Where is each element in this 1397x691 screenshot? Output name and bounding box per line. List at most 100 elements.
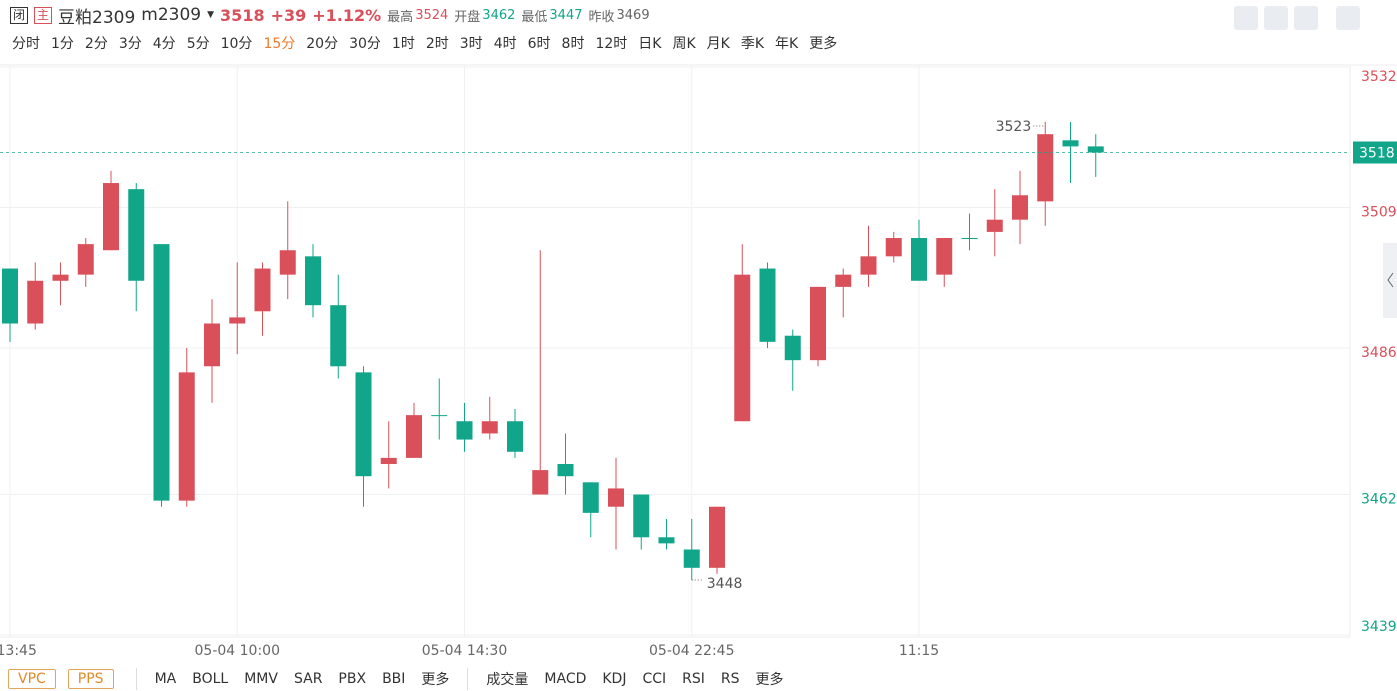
dropdown-icon[interactable]: ▼	[207, 10, 215, 20]
candle-body	[532, 470, 549, 495]
candle-body	[305, 256, 321, 306]
status-badge: 闭	[10, 6, 29, 24]
period-tab[interactable]: 分时	[12, 36, 40, 52]
period-tab[interactable]: 30分	[349, 36, 381, 52]
separator	[467, 667, 469, 690]
period-tab[interactable]: 20分	[306, 36, 339, 52]
period-tab[interactable]: 2时	[425, 36, 449, 52]
candle-body	[582, 482, 599, 513]
change-pct: +1.12%	[312, 5, 382, 25]
period-tab[interactable]: 3分	[118, 36, 142, 52]
period-tab[interactable]: 日K	[638, 36, 662, 52]
last-price: 3518	[220, 5, 265, 25]
period-tab[interactable]: 1分	[51, 36, 74, 52]
period-tab[interactable]: 1时	[391, 36, 415, 52]
indicator[interactable]: RS	[720, 670, 740, 687]
candle-body	[178, 372, 195, 501]
period-tab[interactable]: 5分	[186, 36, 210, 52]
indicator[interactable]: 更多	[755, 671, 784, 688]
candle-body	[633, 494, 650, 538]
x-tick-label: 8 13:45	[0, 643, 37, 659]
candle-body	[658, 537, 675, 544]
period-tab[interactable]: 季K	[740, 36, 765, 52]
y-tick-label: 3532	[1361, 69, 1397, 85]
y-tick-label: 3462	[1361, 492, 1397, 508]
period-tab[interactable]: 6时	[527, 36, 551, 52]
x-tick-label: 05-04 10:00	[195, 643, 280, 659]
candle-body	[709, 506, 725, 568]
value: 3447	[549, 7, 583, 23]
label: 最低	[521, 9, 548, 25]
candle-body	[103, 183, 119, 251]
fullscreen-button[interactable]	[1336, 6, 1360, 30]
candle-body	[254, 268, 271, 312]
indicator-bar: VPC PPS MA BOLL MMV SAR PBX BBI 更多 成交量 MACD KDJ CCI R…	[8, 666, 792, 691]
tool-button[interactable]	[1264, 6, 1288, 30]
candle-body	[961, 238, 978, 240]
period-tab[interactable]: 15分	[263, 36, 296, 52]
indicator[interactable]: MA	[154, 670, 177, 687]
candle-body	[481, 421, 498, 434]
separator	[135, 667, 137, 690]
candle-body	[810, 286, 826, 361]
toolbar	[1234, 6, 1360, 30]
period-tab[interactable]: 3时	[459, 36, 483, 52]
candle-body	[759, 268, 776, 342]
indicator[interactable]: SAR	[293, 670, 323, 687]
label: 最高	[387, 9, 414, 25]
indicator[interactable]: CCI	[642, 670, 667, 687]
period-tab[interactable]: 12时	[595, 36, 628, 52]
candle-body	[52, 274, 69, 281]
candle-body	[936, 238, 953, 275]
candle-body	[355, 372, 372, 477]
x-tick-label: 11:15	[899, 643, 939, 659]
y-tick-label: 3439	[1361, 619, 1397, 635]
candle-body	[330, 305, 347, 367]
y-tick-label: 3509	[1361, 204, 1397, 220]
contract-name[interactable]: 豆粕2309	[58, 7, 136, 28]
indicator[interactable]: RSI	[682, 670, 705, 687]
period-tab[interactable]: 8时	[561, 36, 585, 52]
tool-button[interactable]	[1294, 6, 1318, 30]
value: 3524	[415, 7, 449, 23]
candle-body	[406, 415, 422, 458]
period-tab[interactable]: 年K	[775, 36, 799, 52]
candle-body	[77, 244, 94, 275]
indicator[interactable]: MMV	[244, 670, 278, 687]
value: 3462	[482, 7, 516, 23]
period-tab[interactable]: 4分	[152, 36, 176, 52]
period-tab[interactable]: 2分	[84, 36, 108, 52]
max-label: 3523	[996, 119, 1032, 135]
candle-body	[128, 189, 145, 281]
period-tab[interactable]: 月K	[706, 36, 730, 52]
candle-body	[734, 274, 751, 422]
candle-body	[608, 488, 624, 507]
toggle-button[interactable]: VPC	[8, 668, 56, 689]
change: +39	[270, 5, 307, 25]
indicator[interactable]: KDJ	[602, 670, 627, 687]
x-tick-label: 05-04 22:45	[649, 643, 734, 659]
indicator[interactable]: BBI	[382, 670, 406, 687]
contract-code[interactable]: m2309	[141, 5, 202, 25]
period-tab[interactable]: 更多	[809, 36, 838, 52]
candle-body	[885, 238, 902, 257]
period-tab[interactable]: 10分	[220, 36, 253, 52]
indicator[interactable]: PBX	[338, 670, 367, 687]
side-toggle[interactable]	[1383, 243, 1397, 318]
candle-body	[27, 280, 44, 324]
candle-body	[911, 238, 927, 281]
indicator[interactable]: 成交量	[486, 671, 529, 688]
x-tick-label: 05-04 14:30	[422, 643, 507, 659]
toggle-button[interactable]: PPS	[67, 668, 114, 689]
last-price-tag	[1353, 141, 1397, 164]
indicator[interactable]: MACD	[544, 670, 587, 687]
period-tab[interactable]: 周K	[672, 36, 696, 52]
indicator[interactable]: BOLL	[192, 670, 229, 687]
indicator[interactable]: 更多	[421, 671, 450, 688]
candle-body	[986, 219, 1003, 232]
value: 3469	[616, 7, 650, 23]
period-tab[interactable]: 4时	[493, 36, 517, 52]
min-label: 3448	[707, 576, 743, 592]
tool-button[interactable]	[1234, 6, 1258, 30]
